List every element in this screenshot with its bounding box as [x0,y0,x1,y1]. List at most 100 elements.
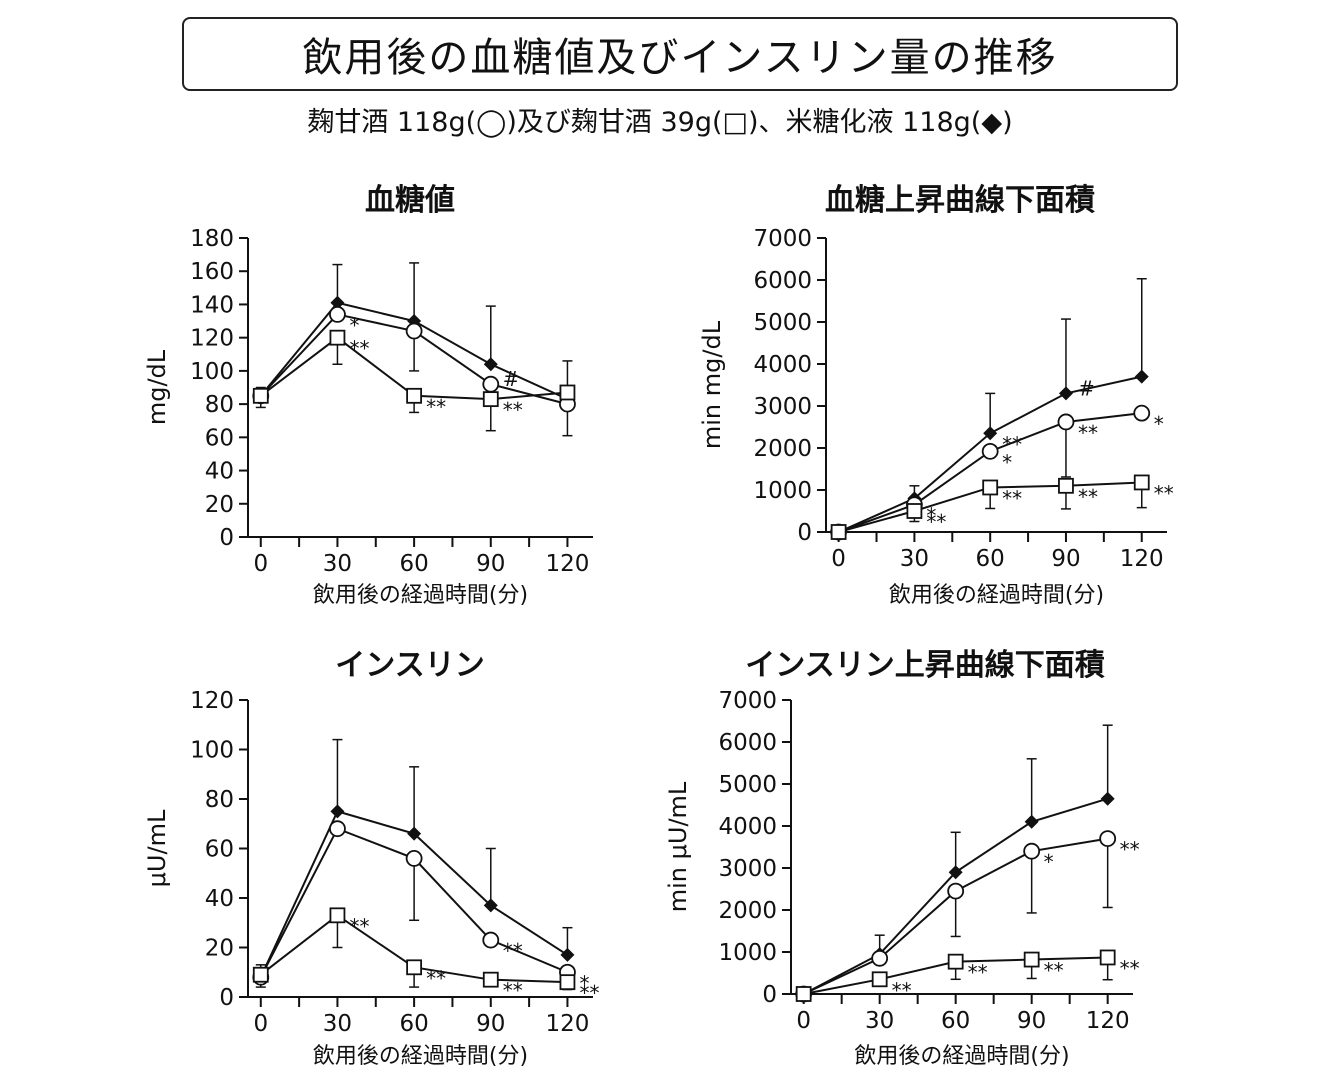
page-subtitle: 麹甘酒 118g(◯)及び麹甘酒 39g(□)、米糖化液 118g(◆) [307,107,1013,138]
y-tick-label: 180 [190,226,234,252]
point-circle [252,387,270,405]
point-square [559,384,576,401]
point-diamond [330,804,345,819]
significance-label: ** [349,914,369,938]
point-diamond [983,426,998,441]
point-diamond [1100,791,1115,806]
significance-label: ** [579,981,599,1005]
y-tick-label: 160 [190,259,234,285]
y-axis-label: μU/mL [143,809,171,887]
point-diamond [831,525,846,539]
y-tick-label: 80 [205,787,234,813]
chart-glucose: 血糖値 0 20 40 60 80 100 120 140 160 180 0 30 60 90 120 飲用後… [143,183,593,608]
x-tick-label: 30 [900,546,929,572]
point-circle [252,968,270,986]
significance-label: ** [426,966,446,990]
y-tick-label: 5000 [718,772,777,798]
point-circle [1023,842,1041,860]
point-diamond [483,898,498,913]
y-tick-label: 60 [205,837,234,863]
y-tick-label: 4000 [718,814,777,840]
series-line-diamond [803,797,1108,995]
point-square [482,391,499,408]
significance-label: ** [892,978,912,1002]
x-tick-label: 60 [941,1008,970,1034]
x-tick-label: 90 [476,551,505,577]
point-circle [981,442,999,460]
series-line-circle [838,412,1142,533]
point-square [947,953,964,970]
x-axis-label: 飲用後の経過時間(分) [854,1044,1069,1069]
x-tick-label: 90 [476,1011,505,1037]
point-circle [830,523,848,541]
significance-label: ** [1120,838,1140,862]
point-diamond [1024,814,1039,829]
x-axis-label: 飲用後の経過時間(分) [313,1044,528,1069]
point-square [1099,949,1116,966]
point-circle [405,322,423,340]
significance-label: * [349,313,359,337]
y-tick-label: 20 [205,936,234,962]
significance-label: ** [503,939,523,963]
point-square [1133,474,1150,491]
significance-label: ** [1044,959,1064,983]
point-circle [329,820,346,838]
point-square [482,971,499,988]
significance-label: ** [1002,432,1022,456]
point-circle [1133,404,1151,422]
point-square [329,329,346,346]
point-diamond [948,865,963,880]
y-tick-label: 80 [205,392,234,418]
series-line-square [260,914,568,984]
series-line-square [260,336,568,401]
y-tick-label: 1000 [718,940,777,966]
x-tick-label: 30 [323,1011,352,1037]
point-diamond [330,295,345,310]
series-line-circle [260,313,568,406]
point-square [406,387,423,404]
significance-label: * [1154,412,1164,436]
point-circle [795,985,813,1003]
point-square [1023,951,1040,968]
significance-label: ** [1078,421,1098,445]
chart-insulin: インスリン 0 20 40 60 80 100 120 0 30 60 90 120 飲用後の経過時間(分… [143,648,599,1069]
series-line-diamond [259,810,568,978]
chart-title: 血糖値 [365,183,455,218]
y-tick-label: 40 [205,886,234,912]
point-diamond [560,947,575,962]
significance-label: * [1002,450,1012,474]
point-square [559,974,576,991]
point-circle [1057,413,1075,431]
significance-label: # [1078,376,1095,400]
significance-label: # [503,367,520,391]
x-tick-label: 90 [1017,1008,1046,1034]
y-tick-label: 6000 [753,268,812,294]
significance-label: ** [349,337,369,361]
point-circle [1099,830,1117,847]
point-circle [947,882,965,900]
point-diamond [407,314,422,329]
significance-label: ** [1002,486,1022,510]
significance-label: ** [503,979,523,1003]
point-diamond [483,357,498,372]
point-diamond [796,987,811,1001]
page-title: 飲用後の血糖値及びインスリン量の推移 [182,17,1178,91]
y-axis-label: mg/dL [143,349,171,425]
point-square [252,387,269,404]
series-line-diamond [838,375,1142,533]
point-square [906,503,923,519]
y-tick-label: 60 [205,425,234,451]
significance-label: * [1044,850,1054,874]
point-diamond [407,826,422,841]
y-tick-label: 2000 [753,436,812,462]
x-tick-label: 0 [253,1011,268,1037]
point-square [1058,477,1074,494]
x-axis-label: 飲用後の経過時間(分) [889,583,1104,608]
x-tick-label: 120 [545,551,589,577]
y-tick-label: 3000 [753,394,812,420]
x-tick-label: 30 [865,1008,894,1034]
significance-label: ** [968,961,988,985]
point-square [830,524,847,540]
x-tick-label: 120 [545,1011,589,1037]
point-square [406,959,423,976]
